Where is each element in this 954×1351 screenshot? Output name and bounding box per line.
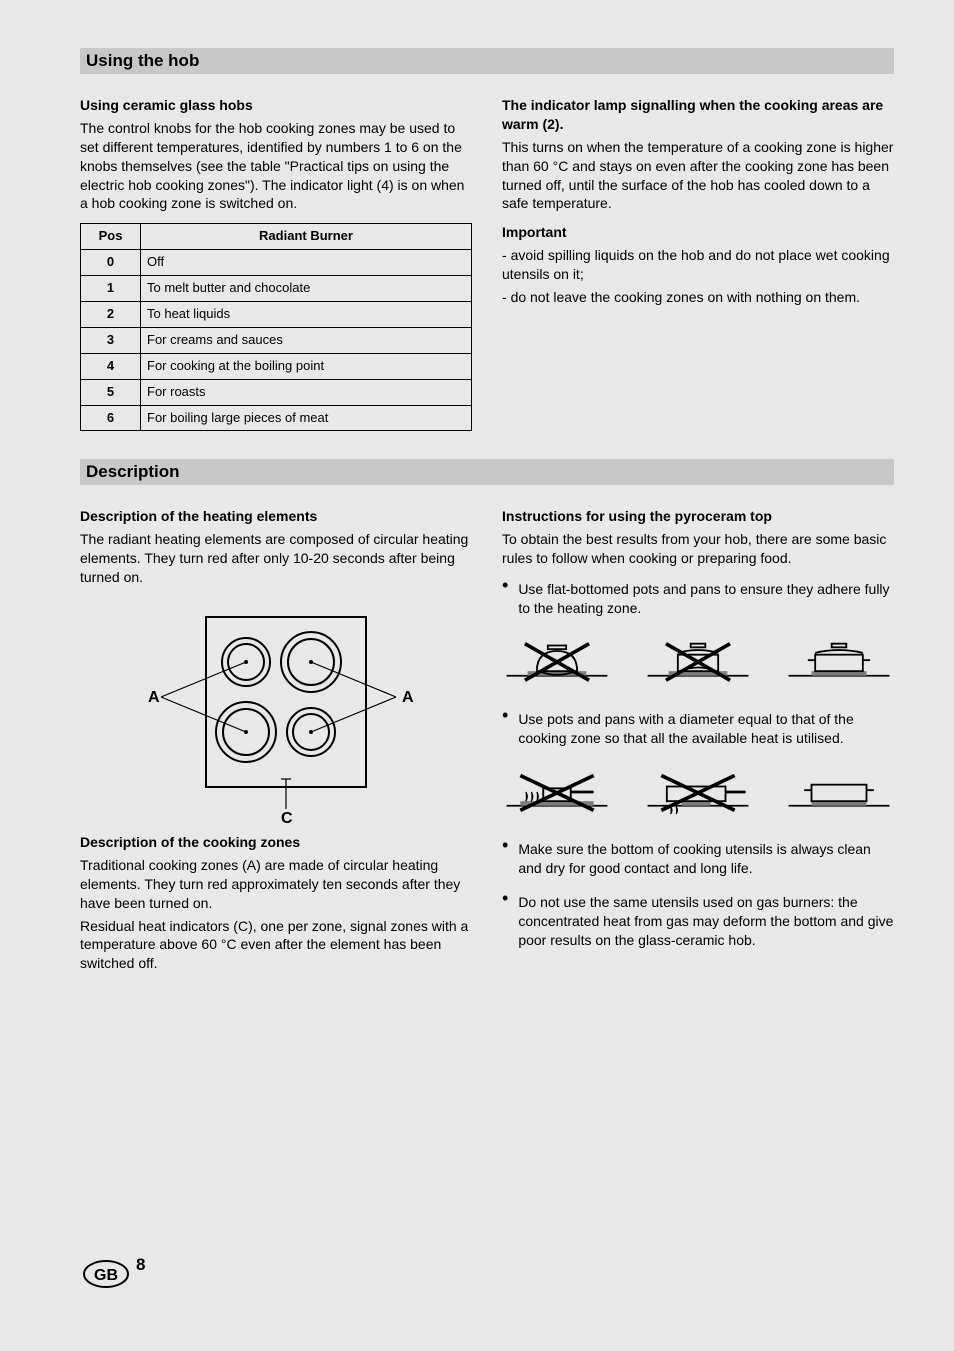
right-b1: - avoid spilling liquids on the hob and … bbox=[502, 246, 894, 284]
desc-p: The radiant heating elements are compose… bbox=[80, 530, 472, 587]
diag-cap3: Residual heat indicators (C), one per zo… bbox=[80, 917, 472, 974]
diag-cap1: Description of the cooking zones bbox=[80, 833, 472, 852]
right-sub: Important bbox=[502, 223, 894, 242]
pan-ok-2 bbox=[784, 762, 894, 822]
pan-wrong-1 bbox=[502, 632, 612, 692]
table-cell: 5 bbox=[81, 379, 141, 405]
table-cell: 6 bbox=[81, 405, 141, 431]
diag-cap2: Traditional cooking zones (A) are made o… bbox=[80, 856, 472, 913]
rc-b2: Use pots and pans with a diameter equal … bbox=[518, 710, 894, 748]
table-cell: 3 bbox=[81, 327, 141, 353]
table-cell: 1 bbox=[81, 276, 141, 302]
table-header-pos: Pos bbox=[81, 224, 141, 250]
table-cell: Off bbox=[141, 250, 472, 276]
bullet-icon: • bbox=[502, 706, 508, 752]
pan-row-2 bbox=[502, 762, 894, 822]
table-cell: For cooking at the boiling point bbox=[141, 353, 472, 379]
svg-text:GB: GB bbox=[94, 1267, 118, 1284]
section-bar-description: Description bbox=[80, 459, 894, 485]
hob-diagram: A A C bbox=[80, 597, 472, 827]
country-mark: GB bbox=[82, 1259, 130, 1289]
pan-wrong-2 bbox=[643, 632, 753, 692]
diagram-label-a: A bbox=[148, 689, 160, 706]
bullet-icon: • bbox=[502, 889, 508, 954]
diagram-label-b: A bbox=[402, 689, 414, 706]
table-cell: To melt butter and chocolate bbox=[141, 276, 472, 302]
table-cell: 0 bbox=[81, 250, 141, 276]
table-cell: 2 bbox=[81, 302, 141, 328]
table-cell: For creams and sauces bbox=[141, 327, 472, 353]
right-b2: - do not leave the cooking zones on with… bbox=[502, 288, 894, 307]
intro-desc: The control knobs for the hob cooking zo… bbox=[80, 119, 472, 213]
pan-wrong-3 bbox=[502, 762, 612, 822]
bullet-icon: • bbox=[502, 576, 508, 622]
section-bar-using-hob: Using the hob bbox=[80, 48, 894, 74]
diagram-label-c: C bbox=[281, 810, 293, 827]
rc-title: Instructions for using the pyroceram top bbox=[502, 507, 894, 526]
rc-b1: Use flat-bottomed pots and pans to ensur… bbox=[518, 580, 894, 618]
rc-b4: Do not use the same utensils used on gas… bbox=[518, 893, 894, 950]
right-title: The indicator lamp signalling when the c… bbox=[502, 96, 894, 134]
table-header-desc: Radiant Burner bbox=[141, 224, 472, 250]
bullet-icon: • bbox=[502, 836, 508, 882]
right-p1: This turns on when the temperature of a … bbox=[502, 138, 894, 214]
page-number: 8 bbox=[136, 1254, 145, 1277]
settings-table: Pos Radiant Burner 0Off 1To melt butter … bbox=[80, 223, 472, 431]
table-cell: To heat liquids bbox=[141, 302, 472, 328]
pan-wrong-4 bbox=[643, 762, 753, 822]
intro-heading: Using ceramic glass hobs bbox=[80, 96, 472, 115]
table-cell: 4 bbox=[81, 353, 141, 379]
desc-title: Description of the heating elements bbox=[80, 507, 472, 526]
pan-ok-1 bbox=[784, 632, 894, 692]
rc-p: To obtain the best results from your hob… bbox=[502, 530, 894, 568]
table-cell: For boiling large pieces of meat bbox=[141, 405, 472, 431]
rc-b3: Make sure the bottom of cooking utensils… bbox=[518, 840, 894, 878]
table-cell: For roasts bbox=[141, 379, 472, 405]
pan-row-1 bbox=[502, 632, 894, 692]
